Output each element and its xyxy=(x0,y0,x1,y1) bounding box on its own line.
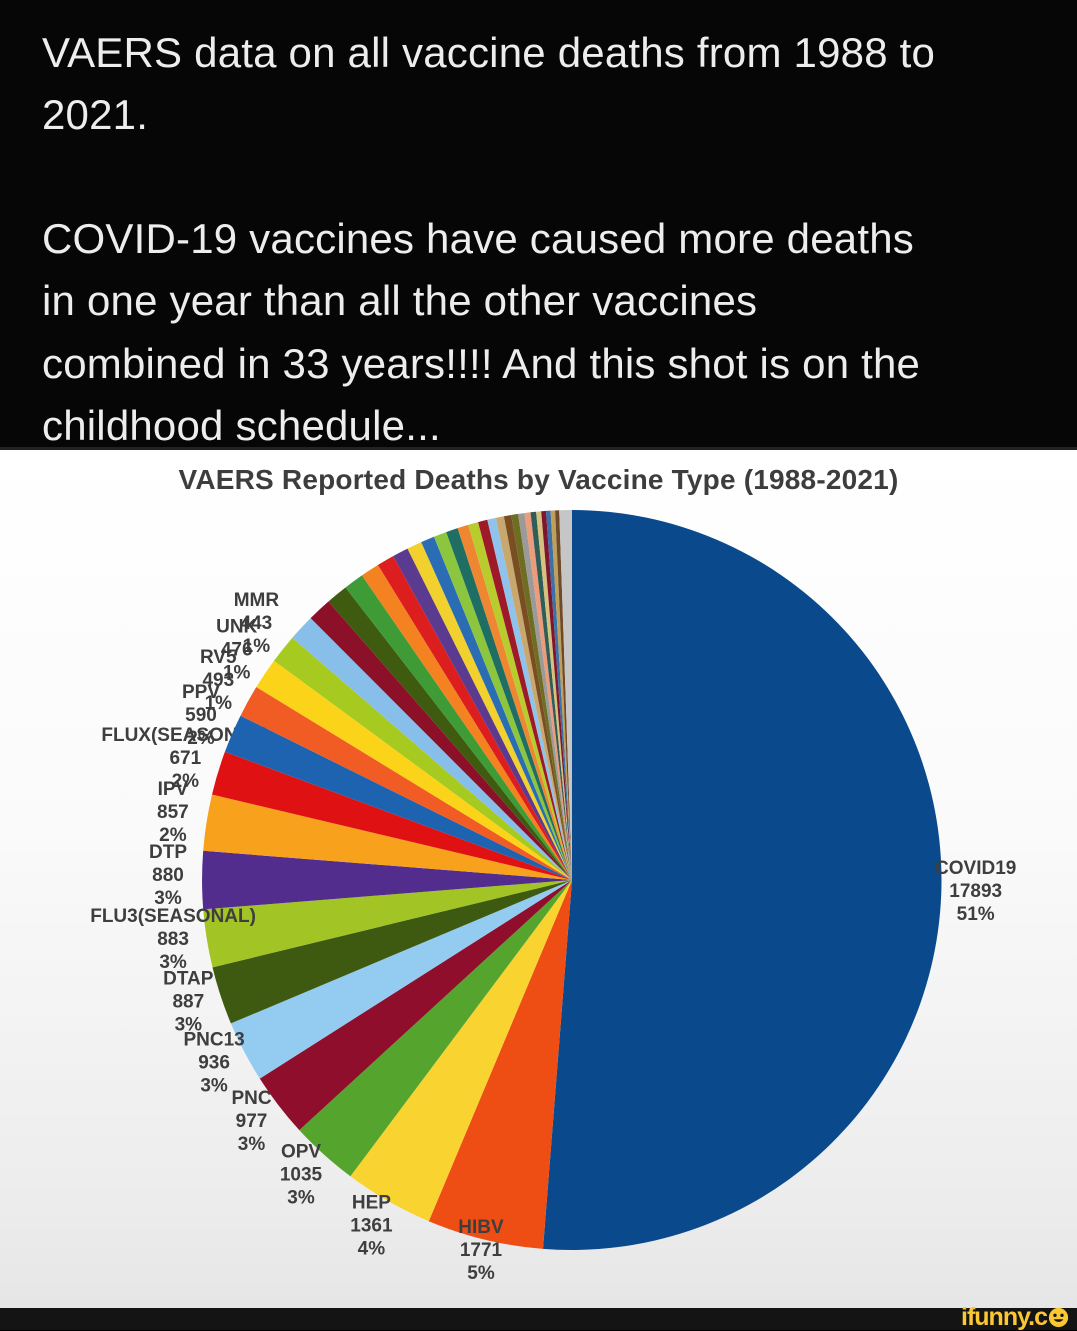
pie-slice-small-35 xyxy=(530,511,572,880)
pie-slice-small-41 xyxy=(559,509,572,880)
pie-slice-small-32 xyxy=(511,513,572,880)
pie-slice-small-30 xyxy=(495,516,572,880)
pie-label-mmr: MMR 443 1% xyxy=(234,590,280,657)
pie-label-hibv: HIBV 1771 5% xyxy=(458,1217,504,1284)
meme-paragraph-1: VAERS data on all vaccine deaths from 19… xyxy=(42,29,936,139)
pie-slice-hibv xyxy=(428,880,572,1249)
pie-label-dtp: DTP 880 3% xyxy=(149,842,187,909)
pie-label-pnc13: PNC13 936 3% xyxy=(183,1029,244,1096)
pie-slice-small-16 xyxy=(310,601,572,880)
pie-slice-ipv xyxy=(203,794,572,880)
pie-slice-small-17 xyxy=(328,587,572,880)
pie-slice-small-33 xyxy=(518,513,572,880)
pie-slice-opv xyxy=(299,880,572,1177)
pie-label-flu3-seasonal-: FLU3(SEASONAL) 883 3% xyxy=(90,906,256,973)
pie-slice-small-27 xyxy=(468,522,572,880)
pie-slice-small-34 xyxy=(524,512,572,880)
pie-slice-small-19 xyxy=(361,565,572,880)
pie-slice-small-26 xyxy=(457,524,572,880)
pie-slice-small-20 xyxy=(377,556,572,880)
pie-label-opv: OPV 1035 3% xyxy=(280,1142,323,1209)
pie-label-ppv: PPV 590 2% xyxy=(182,682,220,749)
pie-slice-mmr xyxy=(274,637,572,880)
pie-slice-unk xyxy=(256,660,572,880)
pie-label-unk: UNK 476 1% xyxy=(216,617,257,684)
pie-slice-small-28 xyxy=(478,519,572,880)
pie-slice-small-18 xyxy=(345,575,572,880)
meme-paragraph-2: COVID-19 vaccines have caused more death… xyxy=(42,215,921,449)
pie-slice-hep xyxy=(350,880,572,1222)
chart-title: VAERS Reported Deaths by Vaccine Type (1… xyxy=(178,464,899,495)
pie-label-flux-seasonal-: FLUX(SEASONAL) 671 2% xyxy=(101,725,269,792)
pie-slice-small-22 xyxy=(407,542,572,880)
pie-slice-small-15 xyxy=(292,618,572,880)
pie-slice-flu3-seasonal- xyxy=(203,880,572,968)
pie-chart: COVID19 17893 51% HIBV 1771 5% HEP 1361 4% OPV 103… xyxy=(90,509,1016,1284)
pie-label-ipv: IPV 857 2% xyxy=(157,779,189,846)
pie-slice-small-40 xyxy=(555,510,572,880)
pie-label-dtap: DTAP 887 3% xyxy=(163,968,214,1035)
watermark-bar: ifunny.c xyxy=(0,1302,1077,1331)
pie-slice-rv5 xyxy=(240,687,572,880)
smiley-icon xyxy=(1048,1307,1069,1327)
pie-slice-small-39 xyxy=(550,510,572,880)
pie-slice-small-25 xyxy=(446,528,572,880)
pie-slice-small-36 xyxy=(536,511,572,880)
pie-slice-small-29 xyxy=(487,517,572,880)
pie-slice-small-37 xyxy=(541,510,572,880)
pie-slice-dtp xyxy=(202,850,572,910)
pie-slice-pnc13 xyxy=(230,880,572,1079)
pie-slice-small-24 xyxy=(434,532,572,880)
pie-label-covid19: COVID19 17893 51% xyxy=(935,858,1016,925)
pie-slice-covid19 xyxy=(543,510,942,1250)
meme-text-section: VAERS data on all vaccine deaths from 19… xyxy=(0,0,1077,450)
ifunny-watermark: ifunny.c xyxy=(961,1302,1048,1331)
pie-slice-ppv xyxy=(224,715,572,880)
pie-slice-dtap xyxy=(212,880,572,1024)
pie-slice-small-38 xyxy=(546,510,572,880)
pie-slice-small-31 xyxy=(503,515,572,880)
pie-slice-flux-seasonal- xyxy=(212,751,572,880)
chart-area: VAERS Reported Deaths by Vaccine Type (1… xyxy=(0,450,1077,1308)
pie-label-rv5: RV5 493 1% xyxy=(200,647,237,714)
pie-label-hep: HEP 1361 4% xyxy=(350,1193,393,1260)
pie-label-pnc: PNC 977 3% xyxy=(231,1088,271,1155)
pie-slice-small-23 xyxy=(421,536,572,880)
pie-slice-pnc xyxy=(259,880,572,1131)
pie-slice-small-21 xyxy=(393,548,572,880)
